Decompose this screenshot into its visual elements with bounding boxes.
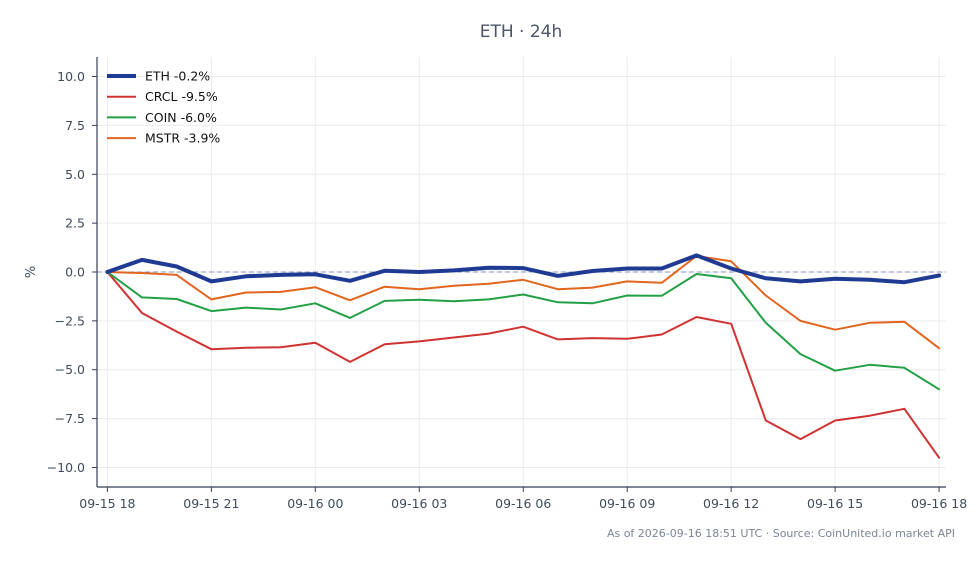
series-line-eth [105, 253, 942, 285]
x-tick-label: 09-15 21 [183, 496, 239, 511]
legend-label-eth: ETH -0.2% [145, 69, 210, 84]
y-axis-label: % [24, 266, 39, 278]
y-tick-label: −7.5 [55, 411, 85, 426]
series-line-mstr [106, 255, 941, 350]
x-tick-label: 09-16 12 [703, 496, 759, 511]
y-tick-label: −5.0 [55, 362, 85, 377]
x-tick-label: 09-16 15 [807, 496, 863, 511]
series-line-crcl [106, 271, 941, 459]
chart-title: ETH · 24h [480, 22, 563, 42]
y-tick-label: 0.0 [65, 265, 85, 280]
source-footnote: As of 2026-09-16 18:51 UTC · Source: Coi… [607, 527, 955, 540]
x-tick-label: 09-16 06 [495, 496, 551, 511]
legend-label-crcl: CRCL -9.5% [145, 89, 218, 104]
x-tick-label: 09-16 09 [599, 496, 655, 511]
y-tick-label: 10.0 [57, 69, 85, 84]
y-tick-label: −2.5 [55, 313, 85, 328]
x-tick-label: 09-16 03 [391, 496, 447, 511]
series-line-coin [106, 271, 941, 391]
legend: ETH -0.2% CRCL -9.5% COIN -6.0% MSTR -3.9% [107, 69, 220, 146]
legend-label-mstr: MSTR -3.9% [145, 131, 220, 146]
series-lines [105, 253, 942, 459]
x-tick-label: 09-15 18 [79, 496, 135, 511]
x-axis-ticks: 09-15 18 09-15 21 09-16 00 09-16 03 09-16 06… [79, 487, 967, 511]
legend-label-coin: COIN -6.0% [145, 110, 217, 125]
y-tick-label: 7.5 [65, 118, 85, 133]
y-tick-label: −10.0 [47, 460, 85, 475]
y-tick-label: 5.0 [65, 167, 85, 182]
x-tick-label: 09-16 18 [911, 496, 967, 511]
y-axis-ticks: 10.0 7.5 5.0 2.5 0.0 −2.5 −5.0 −7.5 −10.0 [47, 69, 97, 475]
y-tick-label: 2.5 [65, 216, 85, 231]
x-tick-label: 09-16 00 [287, 496, 343, 511]
